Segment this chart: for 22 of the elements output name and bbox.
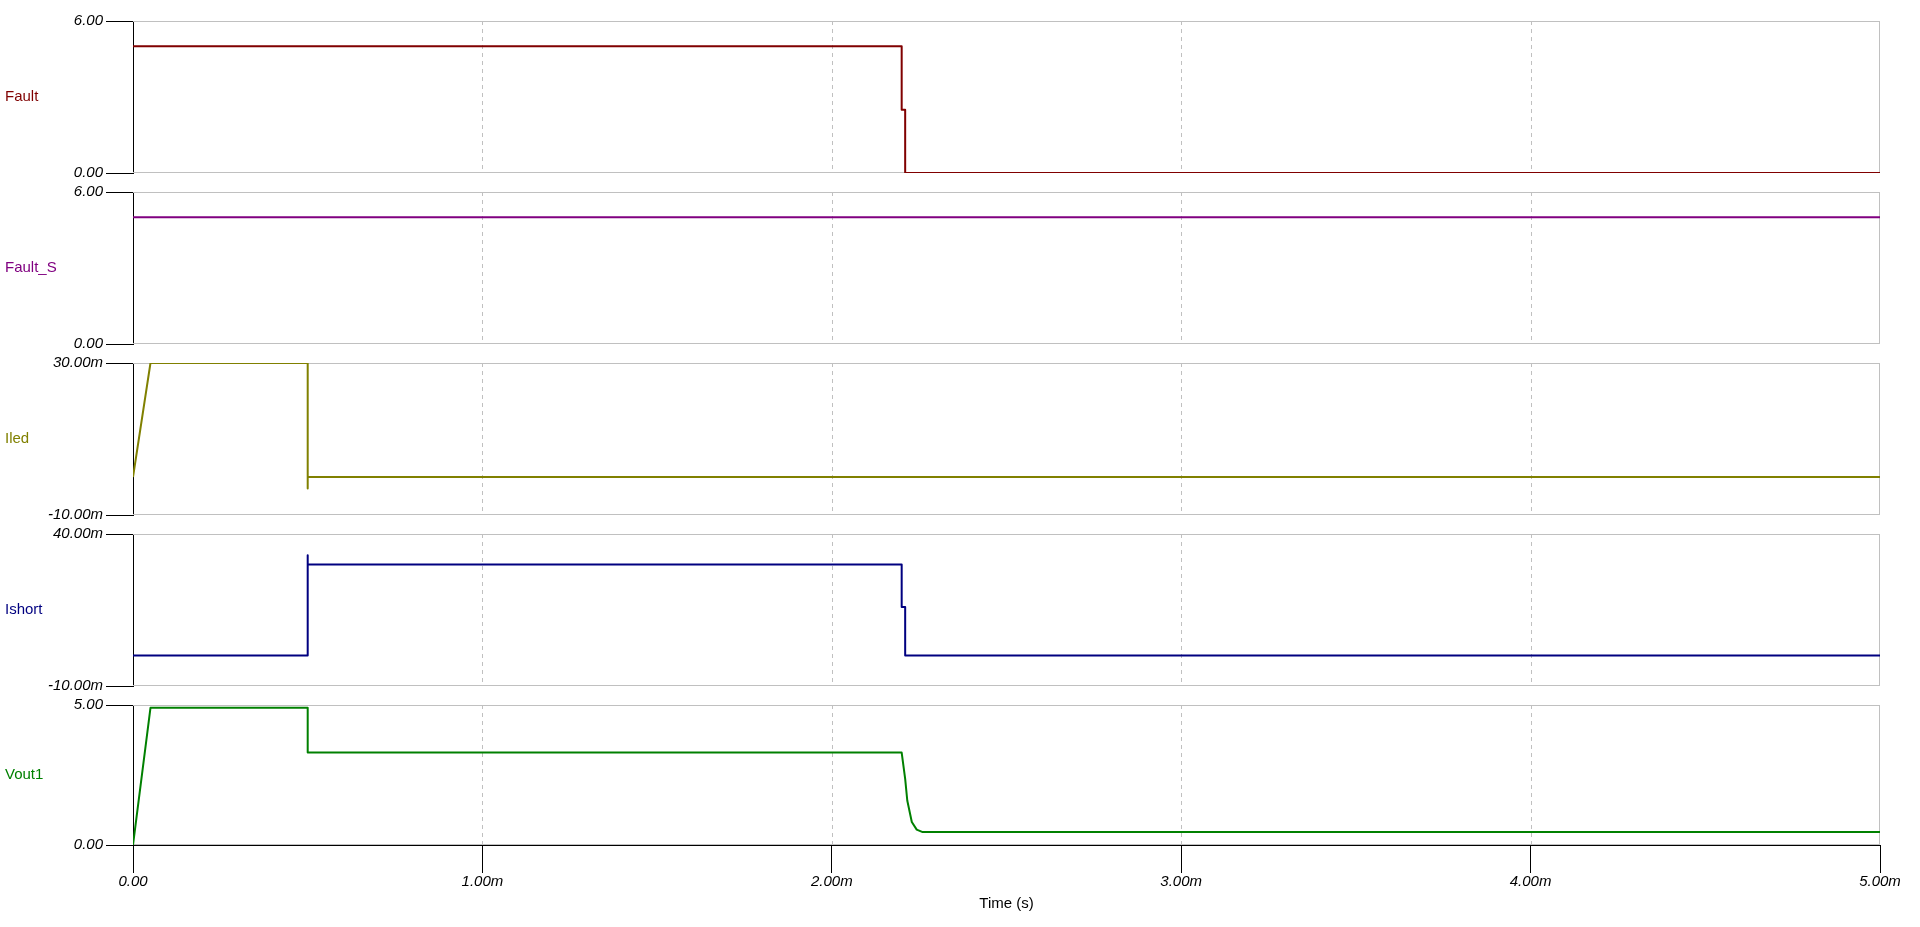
text: Fault_S	[5, 258, 57, 276]
y-tick-label: -10.00m	[47, 676, 103, 694]
x-tick-label: 1.00m	[461, 872, 504, 890]
x-tick-label: 0.00	[118, 872, 149, 890]
y-tick-label: 0.00	[73, 163, 104, 181]
text: Fault	[5, 87, 40, 105]
x-tick-label: 2.00m	[809, 872, 853, 890]
y-tick-label: 5.00	[73, 695, 104, 713]
x-tick-label: 5.00m	[1859, 872, 1901, 890]
y-tick-label: 40.00m	[52, 524, 103, 542]
x-axis-title: Time (s)	[979, 893, 1034, 911]
x-tick-label: 4.00m	[1509, 872, 1552, 890]
y-tick-label: 0.00	[73, 334, 104, 352]
y-tick-label: 6.00	[73, 11, 104, 29]
y-tick-label: 30.00m	[52, 353, 103, 371]
text: Iled	[5, 429, 30, 447]
y-tick-label: 6.00	[73, 182, 104, 200]
x-tick-label: 3.00m	[1160, 872, 1203, 890]
text: Vout1	[5, 765, 44, 783]
y-tick-label: -10.00m	[47, 505, 103, 523]
text: Ishort	[5, 600, 44, 618]
y-tick-label: 0.00	[73, 835, 104, 853]
